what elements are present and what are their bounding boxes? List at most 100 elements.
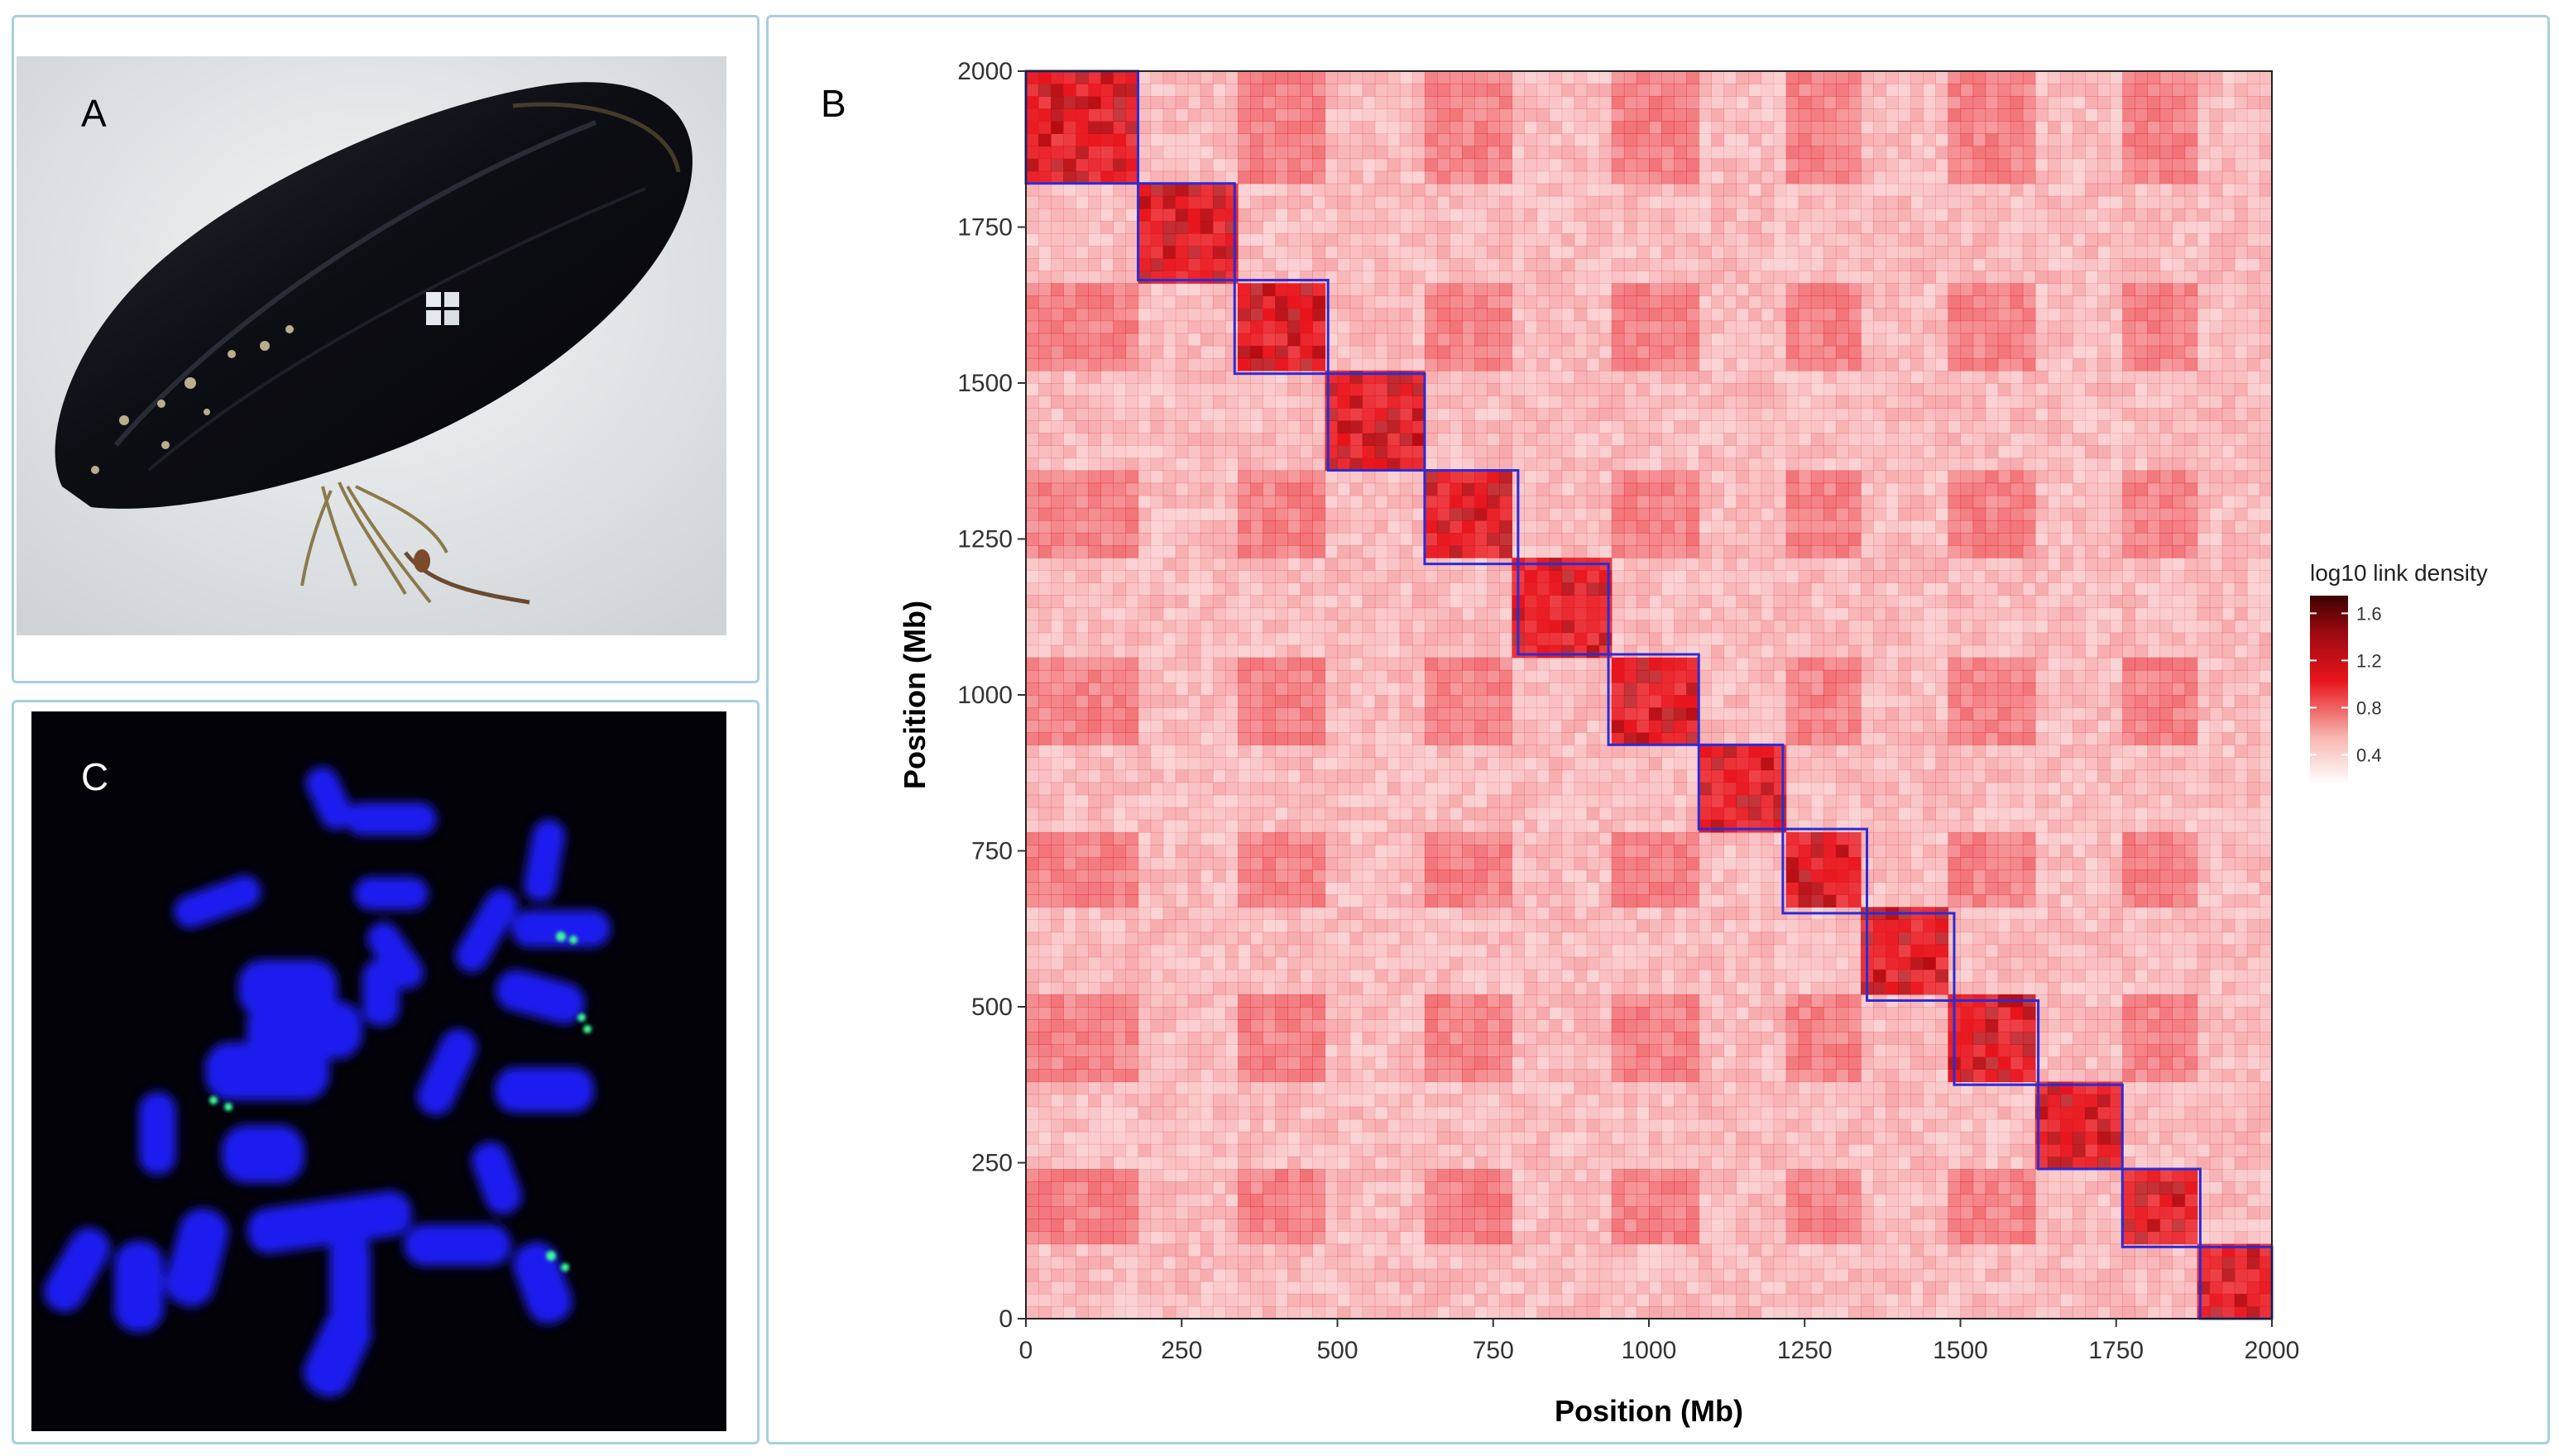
heatmap-cell: [1212, 1081, 1226, 1095]
heatmap-cell: [1387, 146, 1401, 160]
heatmap-cell: [1436, 121, 1450, 134]
heatmap-cell: [1250, 520, 1263, 534]
heatmap-cell: [1586, 1156, 1600, 1170]
heatmap-cell: [1038, 807, 1052, 821]
heatmap-cell: [1275, 507, 1288, 521]
heatmap-cell: [1623, 121, 1637, 134]
heatmap-cell: [1636, 819, 1650, 833]
heatmap-cell: [1374, 433, 1388, 446]
heatmap-cell: [1474, 146, 1488, 160]
heatmap-cell: [1038, 620, 1052, 634]
heatmap-cell: [1187, 620, 1201, 634]
heatmap-cell: [1450, 969, 1463, 983]
heatmap-cell: [1026, 745, 1039, 758]
heatmap-cell: [1200, 1019, 1214, 1032]
heatmap-cell: [1162, 345, 1176, 359]
heatmap-cell: [1424, 894, 1438, 908]
heatmap-cell: [1374, 457, 1388, 472]
heatmap-cell: [1487, 720, 1500, 733]
heatmap-cell: [1125, 907, 1139, 921]
heatmap-cell: [1574, 457, 1588, 472]
heatmap-cell: [1187, 195, 1201, 209]
heatmap-cell: [1312, 632, 1326, 646]
heatmap-cell: [1387, 1081, 1401, 1095]
heatmap-cell: [1187, 495, 1201, 509]
heatmap-cell: [1549, 408, 1563, 421]
heatmap-cell: [1524, 357, 1538, 371]
heatmap-cell: [1374, 220, 1388, 234]
heatmap-cell: [1250, 932, 1263, 946]
heatmap-cell: [1051, 482, 1064, 496]
heatmap-cell: [1038, 133, 1052, 147]
heatmap-cell: [1611, 907, 1625, 921]
heatmap-cell: [1362, 1293, 1376, 1307]
heatmap-cell: [1436, 644, 1450, 659]
heatmap-cell: [1026, 1219, 1039, 1233]
heatmap-cell: [1224, 1219, 1239, 1233]
heatmap-cell: [1387, 520, 1401, 534]
heatmap-cell: [1611, 1131, 1625, 1145]
heatmap-cell: [1212, 1118, 1226, 1133]
heatmap-cell: [1424, 121, 1438, 134]
heatmap-cell: [1549, 170, 1563, 184]
heatmap-cell: [1362, 1268, 1376, 1282]
heatmap-cell: [1200, 420, 1214, 433]
heatmap-cell: [1436, 1106, 1450, 1120]
heatmap-cell: [1325, 532, 1339, 546]
heatmap-cell: [1598, 1194, 1613, 1207]
heatmap-cell: [1512, 1181, 1525, 1195]
heatmap-cell: [1474, 1231, 1488, 1245]
heatmap-cell: [1187, 208, 1201, 222]
heatmap-cell: [1325, 570, 1339, 583]
heatmap-cell: [1300, 383, 1313, 396]
heatmap-cell: [1063, 545, 1076, 558]
heatmap-cell: [1287, 445, 1301, 459]
heatmap-cell: [1337, 195, 1351, 209]
heatmap-cell: [1312, 271, 1326, 284]
heatmap-cell: [1611, 108, 1625, 122]
heatmap-cell: [1536, 956, 1550, 970]
heatmap-cell: [1187, 944, 1201, 958]
heatmap-cell: [1436, 1305, 1450, 1320]
heatmap-cell: [1549, 707, 1563, 721]
heatmap-cell: [1263, 932, 1276, 946]
heatmap-cell: [1150, 1219, 1164, 1233]
heatmap-cell: [1312, 1007, 1326, 1020]
heatmap-cell: [1399, 183, 1413, 197]
heatmap-cell: [1287, 944, 1301, 958]
heatmap-cell: [1536, 769, 1550, 783]
heatmap-cell: [1187, 994, 1201, 1008]
heatmap-cell: [1187, 320, 1201, 334]
heatmap-cell: [1549, 482, 1563, 496]
heatmap-cell: [1362, 1069, 1376, 1083]
heatmap-cell: [1450, 246, 1463, 259]
heatmap-cell: [1561, 1293, 1575, 1307]
heatmap-cell: [1387, 682, 1401, 696]
heatmap-cell: [1561, 1305, 1575, 1320]
heatmap-cell: [1586, 582, 1600, 596]
heatmap-cell: [1138, 1069, 1152, 1083]
heatmap-cell: [1063, 1106, 1076, 1120]
heatmap-cell: [1287, 657, 1301, 671]
heatmap-cell: [1138, 1206, 1152, 1219]
heatmap-cell: [1586, 1044, 1600, 1057]
heatmap-cell: [1076, 669, 1089, 683]
heatmap-cell: [1549, 258, 1563, 271]
heatmap-cell: [1337, 1143, 1351, 1157]
heatmap-cell: [1063, 1019, 1076, 1032]
heatmap-cell: [1113, 233, 1127, 247]
heatmap-cell: [1549, 570, 1563, 583]
heatmap-cell: [1038, 844, 1052, 858]
heatmap-cell: [1187, 682, 1201, 696]
heatmap-cell: [1636, 1268, 1650, 1282]
heatmap-cell: [1113, 1118, 1127, 1133]
mussel-photo: [17, 56, 726, 635]
heatmap-cell: [1549, 1156, 1563, 1170]
heatmap-cell: [1462, 507, 1475, 521]
heatmap-cell: [1636, 333, 1650, 347]
heatmap-cell: [1574, 433, 1588, 446]
heatmap-cell: [1399, 981, 1413, 995]
heatmap-cell: [1536, 1281, 1550, 1295]
heatmap-cell: [1138, 595, 1152, 609]
heatmap-cell: [1250, 857, 1263, 870]
